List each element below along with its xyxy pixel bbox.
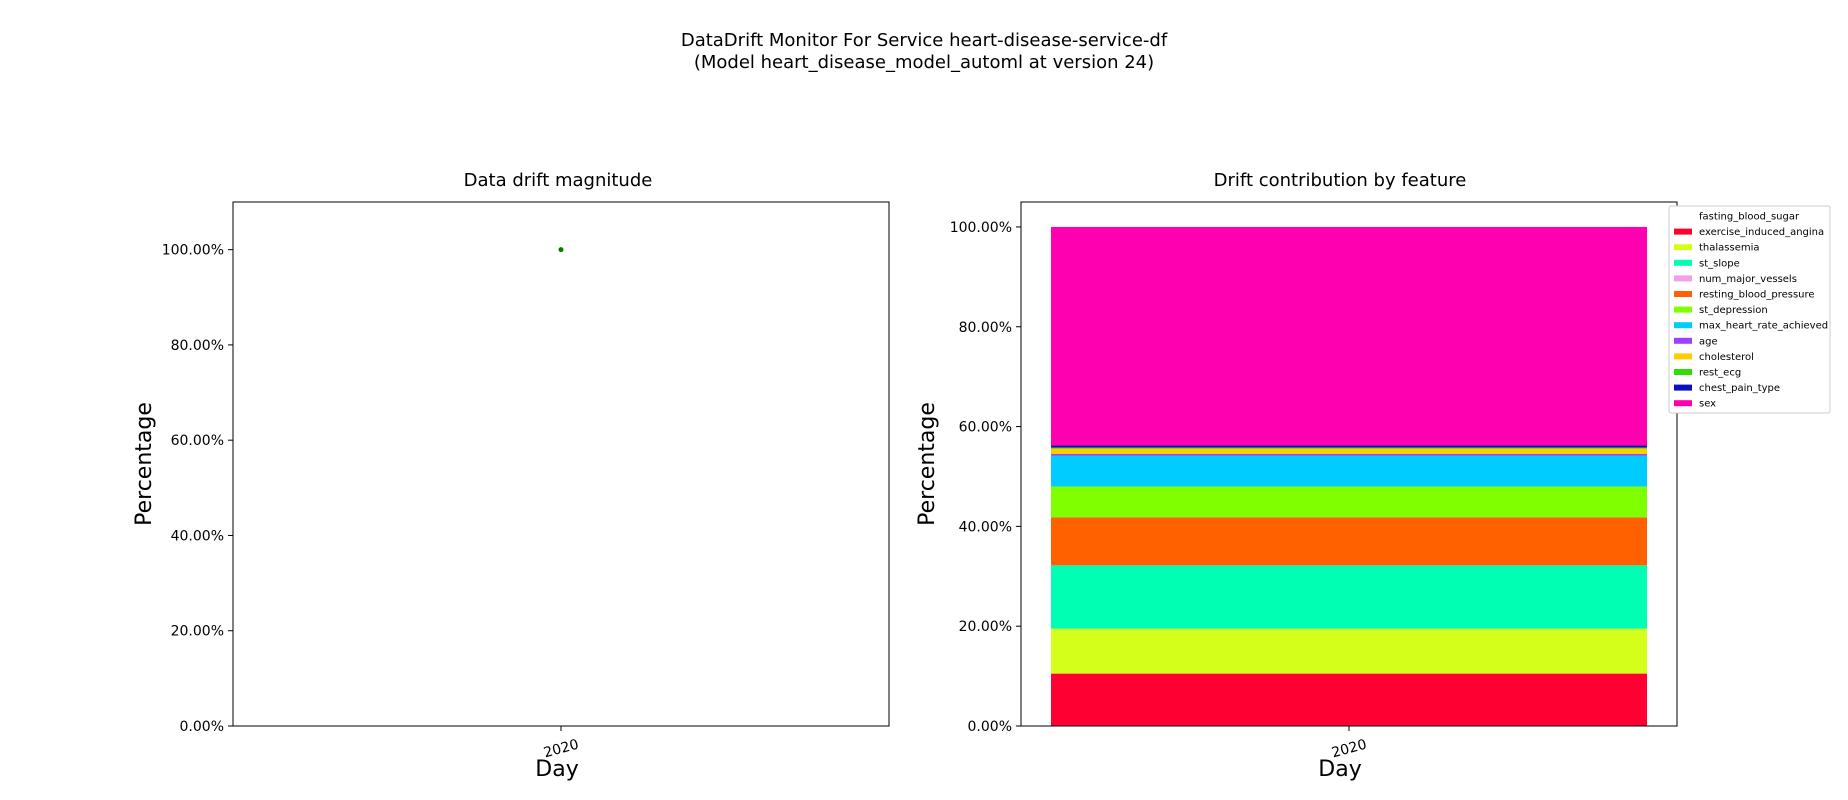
suptitle-line1: DataDrift Monitor For Service heart-dise… — [681, 30, 1168, 51]
legend-box — [1668, 205, 1831, 414]
legend-label: sex — [1699, 399, 1716, 410]
y-tick-label: 100.00% — [950, 220, 1012, 236]
bar-segment-thalassemia — [1051, 628, 1647, 674]
bar-segment-exercise-induced-angina — [1051, 673, 1647, 726]
bar-segment-st-slope — [1051, 565, 1647, 629]
plot-frame — [232, 201, 890, 727]
y-tick-label: 20.00% — [171, 624, 224, 640]
y-tick-label: 80.00% — [171, 338, 224, 354]
bar-segment-age — [1051, 454, 1647, 456]
suptitle-line2: (Model heart_disease_model_automl at ver… — [694, 52, 1154, 73]
legend-swatch — [1674, 306, 1692, 313]
legend-swatch — [1674, 259, 1692, 266]
legend-swatch — [1674, 244, 1692, 251]
legend-label: max_heart_rate_achieved — [1699, 321, 1828, 332]
legend-label: fasting_blood_sugar — [1699, 212, 1800, 223]
drift-magnitude-chart: Data drift magnitude Day Percentage 0.00… — [132, 170, 890, 782]
legend-label: st_depression — [1699, 305, 1768, 316]
legend-swatch — [1674, 400, 1692, 407]
legend: fasting_blood_sugar exercise_induced_angi… — [1668, 205, 1831, 414]
legend-swatch — [1674, 322, 1692, 329]
y-tick-label: 60.00% — [959, 420, 1012, 436]
bar-segment-st-depression — [1051, 486, 1647, 518]
bar-segment-chest-pain-type — [1051, 445, 1647, 448]
legend-swatch — [1674, 291, 1692, 297]
bar-segment-rest-ecg — [1051, 447, 1647, 449]
data-point — [558, 247, 564, 253]
y-tick-label: 20.00% — [959, 619, 1012, 635]
legend-label: thalassemia — [1699, 243, 1760, 254]
legend-swatch — [1674, 369, 1692, 375]
legend-swatch — [1674, 275, 1692, 282]
y-tick-label: 100.00% — [162, 243, 224, 259]
legend-label: rest_ecg — [1699, 368, 1741, 379]
legend-label: st_slope — [1699, 258, 1740, 269]
bar-segment-resting-blood-pressure — [1051, 517, 1647, 566]
y-axis-label: Percentage — [132, 402, 157, 526]
legend-swatch — [1674, 353, 1692, 360]
x-axis-label: Day — [535, 757, 578, 782]
y-tick-label: 80.00% — [959, 320, 1012, 336]
bar-segment-max-heart-rate-achieved — [1051, 455, 1647, 487]
bar-segment-sex — [1051, 226, 1647, 446]
legend-label: chest_pain_type — [1699, 383, 1780, 394]
y-tick-label: 40.00% — [959, 519, 1012, 535]
legend-swatch — [1674, 228, 1692, 235]
legend-label: num_major_vessels — [1699, 274, 1797, 285]
legend-swatch — [1674, 384, 1692, 391]
y-axis-label: Percentage — [915, 402, 940, 526]
legend-label: exercise_induced_angina — [1699, 227, 1824, 238]
legend-label: resting_blood_pressure — [1699, 290, 1815, 301]
chart-title: Data drift magnitude — [464, 170, 653, 191]
legend-swatch — [1674, 337, 1692, 344]
y-tick-label: 0.00% — [180, 719, 224, 735]
legend-swatch — [1674, 213, 1692, 219]
chart-title: Drift contribution by feature — [1214, 170, 1467, 191]
legend-label: age — [1699, 336, 1718, 347]
y-tick-label: 0.00% — [968, 719, 1012, 735]
bar-segment-cholesterol — [1051, 448, 1647, 455]
drift-contribution-chart: Drift contribution by feature Day Percen… — [915, 170, 1831, 782]
x-axis-label: Day — [1318, 757, 1361, 782]
legend-label: cholesterol — [1699, 352, 1754, 363]
y-tick-label: 60.00% — [171, 433, 224, 449]
y-tick-label: 40.00% — [171, 528, 224, 544]
